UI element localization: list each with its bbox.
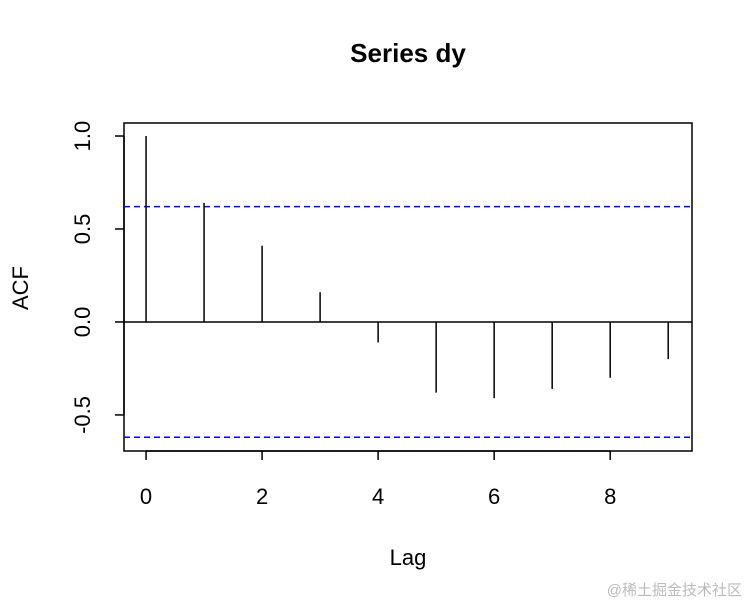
x-tick-label: 0 — [140, 484, 152, 509]
x-tick-label: 6 — [488, 484, 500, 509]
y-tick-label: 0.5 — [70, 214, 95, 245]
chart-title: Series dy — [350, 38, 466, 68]
watermark: @稀土掘金技术社区 — [607, 582, 742, 599]
x-tick-label: 2 — [256, 484, 268, 509]
y-axis-label: ACF — [8, 266, 33, 310]
x-axis-label: Lag — [390, 545, 427, 570]
y-tick-label: 1.0 — [70, 121, 95, 152]
y-tick-label: -0.5 — [70, 396, 95, 434]
x-tick-label: 8 — [604, 484, 616, 509]
x-tick-label: 4 — [372, 484, 384, 509]
y-tick-label: 0.0 — [70, 307, 95, 338]
